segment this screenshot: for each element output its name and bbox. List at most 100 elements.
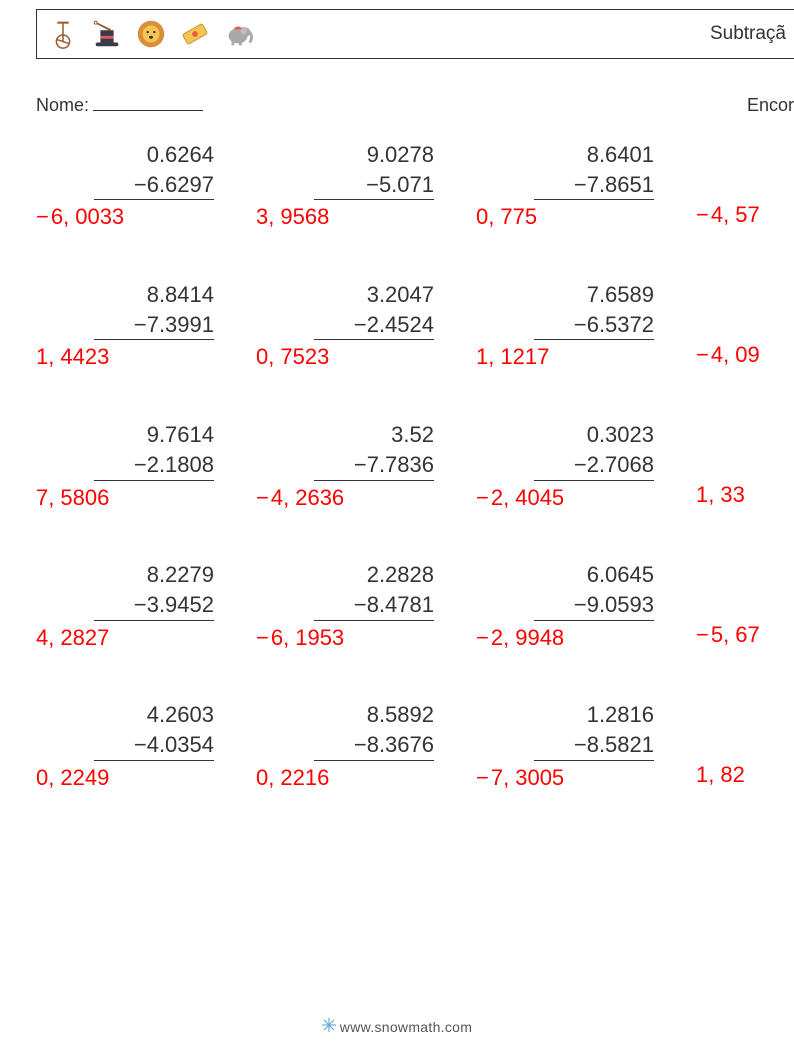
answer-int: 1,	[696, 760, 714, 790]
problem-cell: −4,09	[696, 280, 794, 372]
subtrahend: −8.3676	[314, 730, 434, 761]
ticket-icon	[177, 16, 213, 52]
minuend: 3.52	[314, 420, 434, 450]
answer-int: 0,	[256, 763, 274, 793]
answer: 0,2249	[36, 763, 109, 793]
minuend: 0.3023	[534, 420, 654, 450]
subtrahend: −5.071	[314, 170, 434, 201]
unicycle-icon	[45, 16, 81, 52]
answer-int: 2,	[491, 483, 509, 513]
minuend: 1.2816	[534, 700, 654, 730]
answer-frac: 0033	[75, 202, 124, 232]
problem-cell: 1,82	[696, 700, 794, 792]
snowflake-icon	[322, 1018, 336, 1035]
subtrahend: −2.1808	[94, 450, 214, 481]
problem-cell: 3.52−7.7836−4,2636	[256, 420, 476, 512]
answer-negative-sign: −	[476, 483, 489, 513]
answer-frac: 82	[720, 760, 744, 790]
answer-negative-sign: −	[256, 623, 269, 653]
answer: 0,7523	[256, 342, 329, 372]
problem-cell: 1.2816−8.5821 −7,3005	[476, 700, 696, 792]
answer: 3,9568	[256, 202, 329, 232]
problem-box: 0.6264−6.6297	[94, 140, 214, 200]
subtrahend: −2.4524	[314, 310, 434, 341]
answer-frac: 3005	[515, 763, 564, 793]
subtrahend: −7.8651	[534, 170, 654, 201]
answer-int: 1,	[476, 342, 494, 372]
problem-cell: 8.5892−8.36760,2216	[256, 700, 476, 792]
problem-box: 8.8414−7.3991	[94, 280, 214, 340]
answer-frac: 2249	[60, 763, 109, 793]
minuend: 8.8414	[94, 280, 214, 310]
problem-box: 6.0645−9.0593	[534, 560, 654, 620]
subtrahend: −7.3991	[94, 310, 214, 341]
problem-box: 1.2816−8.5821	[534, 700, 654, 760]
answer: 1,82	[696, 760, 745, 790]
problem-cell: 8.2279−3.94524,2827	[36, 560, 256, 652]
problem-cell: 0.6264−6.6297−6,0033	[36, 140, 256, 232]
problem-cell: 7.6589−6.5372 1,1217	[476, 280, 696, 372]
footer: www.snowmath.com	[0, 1018, 794, 1035]
answer-int: 7,	[491, 763, 509, 793]
subtrahend: −9.0593	[534, 590, 654, 621]
minuend: 9.7614	[94, 420, 214, 450]
minuend: 3.2047	[314, 280, 434, 310]
answer-frac: 67	[735, 620, 759, 650]
answer-frac: 9568	[280, 202, 329, 232]
name-row: Nome: Encor	[36, 95, 794, 116]
answer-negative-sign: −	[256, 483, 269, 513]
answer-int: 1,	[696, 480, 714, 510]
answer-negative-sign: −	[696, 200, 709, 230]
problem-cell: 2.2828−8.4781−6,1953	[256, 560, 476, 652]
answer-frac: 1953	[295, 623, 344, 653]
problem-box: 9.0278−5.071	[314, 140, 434, 200]
name-label-text: Nome:	[36, 95, 89, 115]
header-bar: Subtraçã	[36, 9, 794, 59]
header-icons	[45, 16, 257, 52]
subtrahend: −7.7836	[314, 450, 434, 481]
answer-int: 1,	[36, 342, 54, 372]
answer-frac: 9948	[515, 623, 564, 653]
answer: −4,2636	[256, 483, 344, 513]
footer-text: www.snowmath.com	[340, 1019, 472, 1035]
answer-int: 6,	[271, 623, 289, 653]
subtrahend: −6.6297	[94, 170, 214, 201]
magic-hat-icon	[89, 16, 125, 52]
minuend: 6.0645	[534, 560, 654, 590]
answer-int: 2,	[491, 623, 509, 653]
answer-frac: 2827	[60, 623, 109, 653]
answer: 0,775	[476, 202, 537, 232]
answer-negative-sign: −	[476, 763, 489, 793]
problem-box: 8.5892−8.3676	[314, 700, 434, 760]
subtrahend: −6.5372	[534, 310, 654, 341]
subtrahend: −8.4781	[314, 590, 434, 621]
name-label: Nome:	[36, 95, 203, 116]
answer: 4,2827	[36, 623, 109, 653]
answer: −4,57	[696, 200, 760, 230]
answer-negative-sign: −	[696, 340, 709, 370]
answer-int: 4,	[271, 483, 289, 513]
elephant-icon	[221, 16, 257, 52]
answer-int: 6,	[51, 202, 69, 232]
name-underline	[93, 110, 203, 111]
answer-int: 4,	[711, 340, 729, 370]
answer: −2,9948	[476, 623, 564, 653]
answer-frac: 09	[735, 340, 759, 370]
minuend: 4.2603	[94, 700, 214, 730]
problem-cell: 6.0645−9.0593−2,9948	[476, 560, 696, 652]
answer-frac: 33	[720, 480, 744, 510]
answer-int: 0,	[476, 202, 494, 232]
answer: −6,1953	[256, 623, 344, 653]
problem-box: 2.2828−8.4781	[314, 560, 434, 620]
answer-int: 0,	[36, 763, 54, 793]
problem-box: 8.6401−7.8651	[534, 140, 654, 200]
subtrahend: −8.5821	[534, 730, 654, 761]
answer: 0,2216	[256, 763, 329, 793]
answer-frac: 1217	[500, 342, 549, 372]
answer: 1,33	[696, 480, 745, 510]
minuend: 7.6589	[534, 280, 654, 310]
answer-int: 3,	[256, 202, 274, 232]
problem-cell: 9.7614−2.18087,5806	[36, 420, 256, 512]
minuend: 8.6401	[534, 140, 654, 170]
answer-negative-sign: −	[696, 620, 709, 650]
